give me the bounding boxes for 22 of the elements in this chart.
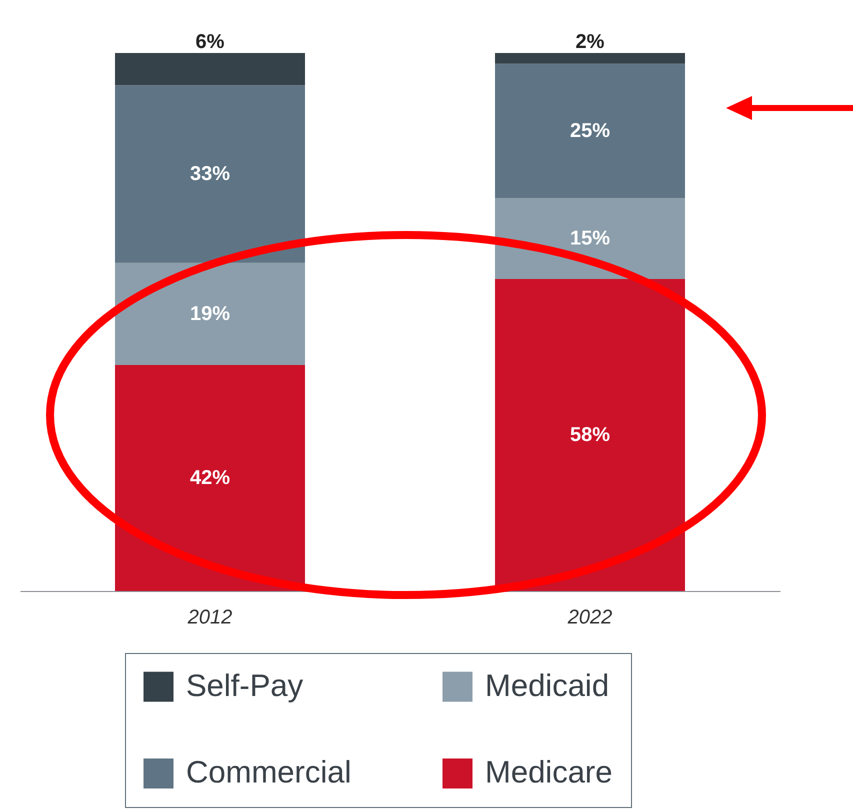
data-label: 58% xyxy=(570,424,610,446)
data-label: 6% xyxy=(196,31,225,53)
bar xyxy=(115,53,305,86)
legend-label: Commercial xyxy=(186,754,352,790)
bar xyxy=(115,365,305,591)
legend-label: Medicaid xyxy=(485,668,610,703)
bar xyxy=(115,85,305,263)
data-label: 25% xyxy=(570,120,610,142)
bar xyxy=(495,198,685,279)
data-label: 19% xyxy=(190,302,230,325)
bar xyxy=(495,278,685,591)
bar xyxy=(115,262,305,366)
bar xyxy=(495,64,685,198)
x-tick-label: 2022 xyxy=(566,606,612,628)
x-tick-label: 2012 xyxy=(186,606,232,628)
bar xyxy=(495,53,685,64)
legend-label: Medicare xyxy=(485,754,612,790)
legend-label: Self-Pay xyxy=(186,668,304,703)
data-label: 15% xyxy=(570,228,610,250)
data-label: 33% xyxy=(190,163,230,186)
data-label: 42% xyxy=(190,467,230,490)
data-label: 2% xyxy=(576,31,605,53)
